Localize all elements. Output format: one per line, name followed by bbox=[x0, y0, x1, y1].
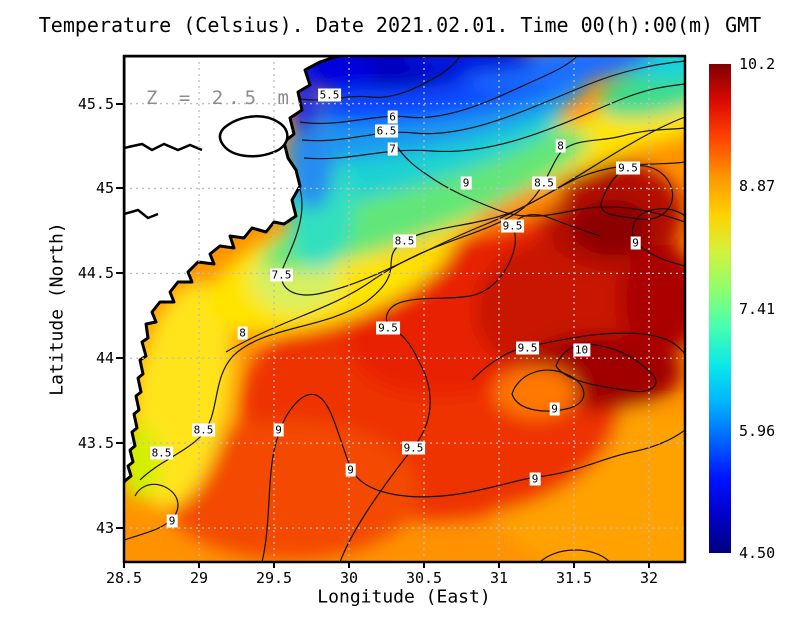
x-tick-mark bbox=[198, 561, 200, 568]
contour-label: 7.5 bbox=[269, 268, 294, 282]
contour-label: 8.5 bbox=[532, 176, 556, 190]
colorbar-tick-label: 8.87 bbox=[739, 177, 776, 196]
x-tick-mark bbox=[573, 561, 575, 568]
contour-label: 9.5 bbox=[376, 321, 400, 335]
contour-label: 9 bbox=[549, 402, 560, 416]
contour-label: 9.5 bbox=[401, 441, 426, 455]
x-tick-label: 29 bbox=[189, 569, 209, 587]
contour-label: 10 bbox=[572, 343, 591, 357]
contour-label: 9 bbox=[273, 423, 284, 437]
contour-label: 9 bbox=[345, 463, 356, 477]
contour-label: 8.5 bbox=[149, 446, 174, 460]
x-tick-label: 30.5 bbox=[405, 569, 443, 587]
contour-label: 5.5 bbox=[317, 88, 342, 102]
colorbar-tick-label: 10.2 bbox=[739, 55, 776, 73]
plot-border bbox=[122, 54, 687, 564]
y-tick-label: 43.5 bbox=[77, 434, 114, 453]
contour-label: 9 bbox=[630, 236, 641, 250]
x-tick-mark bbox=[498, 561, 500, 568]
contour-label: 9 bbox=[460, 176, 472, 190]
x-tick-label: 30 bbox=[339, 569, 359, 587]
river-branch bbox=[124, 208, 159, 220]
contour-label: 9.5 bbox=[515, 341, 540, 355]
lagoon bbox=[218, 115, 289, 158]
y-tick-mark bbox=[116, 272, 123, 275]
danube-river bbox=[124, 142, 203, 152]
x-tick-mark bbox=[423, 561, 425, 568]
y-tick-mark bbox=[116, 187, 123, 190]
contour-label: 8.5 bbox=[191, 423, 216, 437]
y-tick-mark bbox=[116, 527, 123, 530]
contour-label: 6 bbox=[387, 110, 398, 124]
y-tick-label: 43 bbox=[95, 519, 114, 538]
x-tick-label: 29.5 bbox=[255, 569, 293, 587]
y-tick-label: 44.5 bbox=[77, 264, 114, 283]
x-axis-title: Longitude (East) bbox=[317, 586, 491, 608]
x-tick-label: 32 bbox=[639, 569, 659, 587]
y-tick-label: 45.5 bbox=[77, 94, 114, 113]
x-tick-label: 31.5 bbox=[555, 569, 593, 587]
contour-label: 8 bbox=[237, 326, 248, 340]
contour-label: 9.5 bbox=[616, 161, 640, 175]
colorbar-tick-label: 5.96 bbox=[739, 421, 776, 440]
contour-label: 8 bbox=[555, 139, 566, 153]
y-tick-mark bbox=[116, 442, 123, 445]
colorbar-tick-label: 7.41 bbox=[739, 299, 776, 318]
contour-label: 9 bbox=[529, 472, 541, 486]
x-tick-label: 28.5 bbox=[105, 569, 143, 587]
contour-label: 7 bbox=[387, 142, 398, 156]
plot-title: Temperature (Celsius). Date 2021.02.01. … bbox=[38, 13, 762, 37]
x-tick-mark bbox=[123, 561, 125, 568]
contour-label: 8.5 bbox=[392, 234, 417, 248]
x-tick-mark bbox=[648, 561, 650, 568]
y-tick-mark bbox=[116, 357, 123, 360]
x-tick-mark bbox=[273, 561, 275, 568]
y-tick-label: 44 bbox=[95, 349, 114, 368]
x-tick-mark bbox=[348, 561, 350, 568]
contour-label: 9 bbox=[166, 514, 178, 528]
contour-label: 6.5 bbox=[374, 124, 399, 138]
y-tick-label: 45 bbox=[95, 179, 114, 198]
contour-label: 9.5 bbox=[500, 219, 525, 233]
colorbar-gradient bbox=[709, 64, 731, 553]
land bbox=[124, 56, 340, 484]
contour-lines bbox=[124, 56, 685, 562]
colorbar-tick-label: 4.50 bbox=[739, 544, 776, 562]
y-axis-title: Latitude (North) bbox=[46, 222, 68, 396]
grid-lines bbox=[124, 56, 685, 562]
y-tick-mark bbox=[116, 102, 123, 105]
depth-annotation: Z = 2.5 m bbox=[146, 87, 294, 109]
x-tick-label: 31 bbox=[489, 569, 509, 587]
